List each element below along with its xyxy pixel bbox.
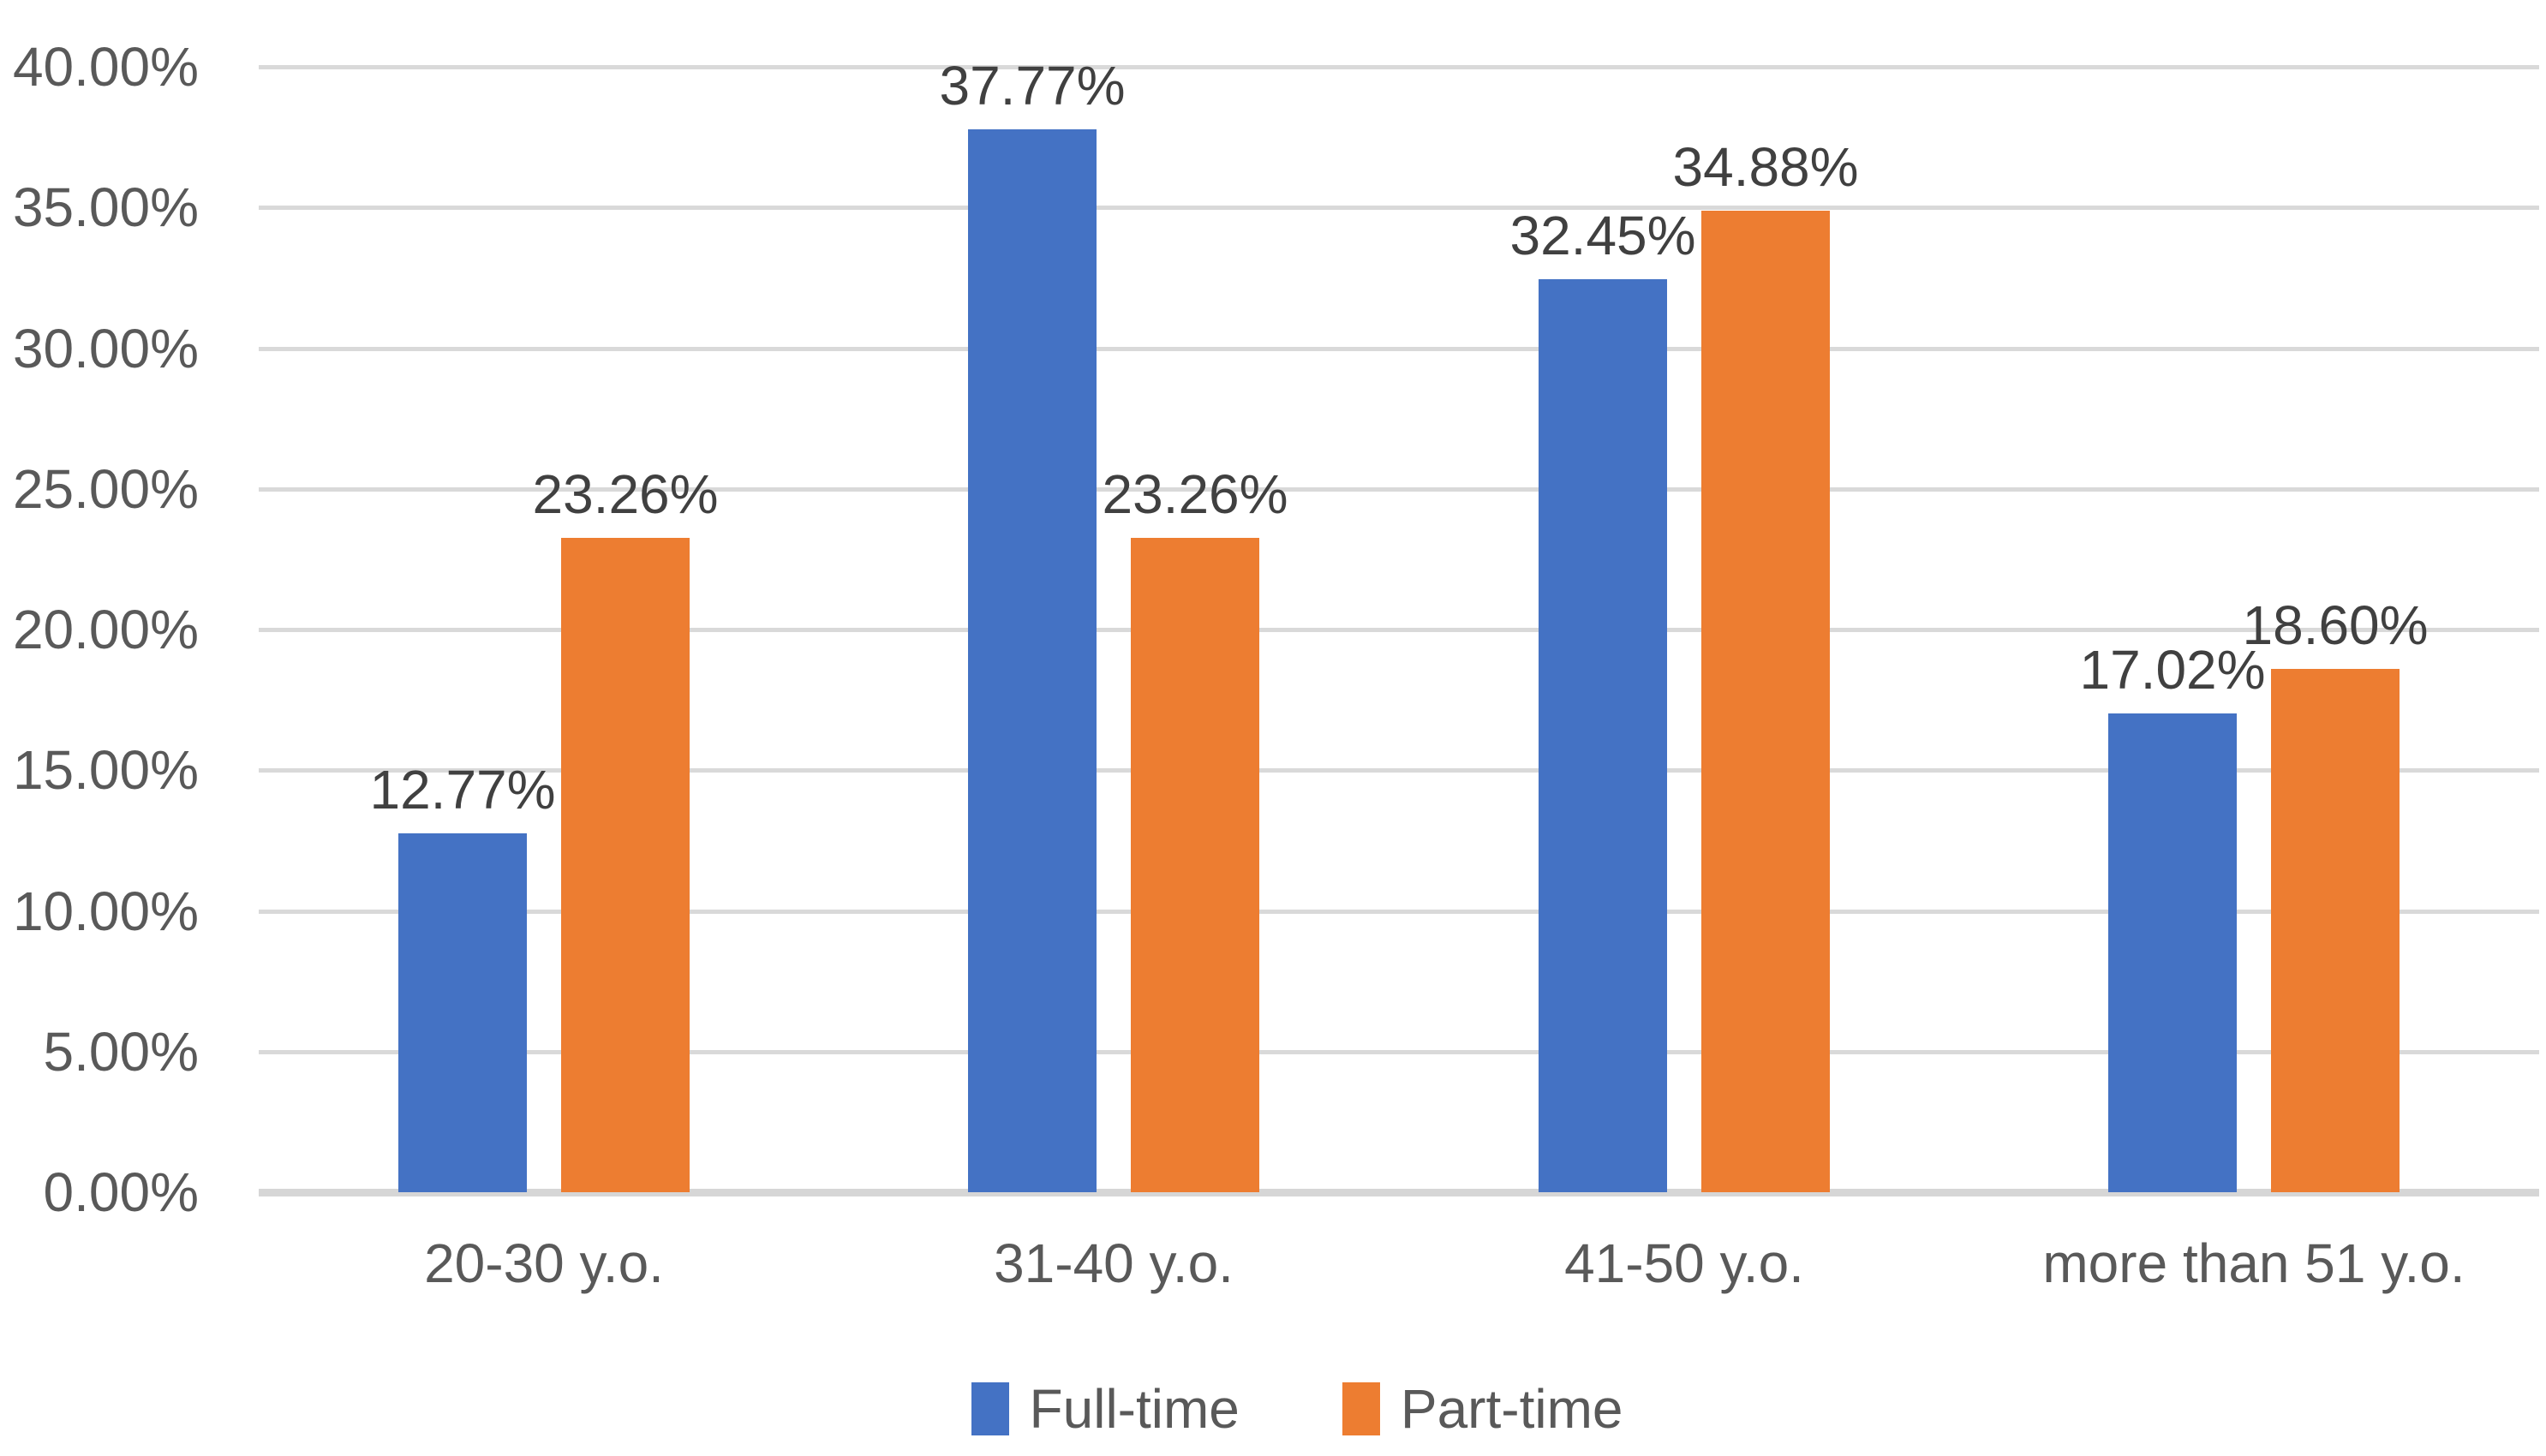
bar-part-time-2 [1701, 211, 1830, 1192]
gridline [259, 910, 2539, 914]
y-axis-tick-label: 15.00% [12, 739, 199, 801]
data-label-part-time-2: 34.88% [1672, 136, 1859, 198]
bar-full-time-0 [398, 833, 527, 1192]
bar-part-time-1 [1131, 538, 1259, 1192]
legend-label-part-time: Part-time [1400, 1378, 1623, 1440]
legend-entry-full-time: Full-time [971, 1377, 1240, 1441]
legend: Full-time Part-time [0, 1377, 2546, 1441]
data-label-full-time-0: 12.77% [369, 759, 556, 820]
bar-part-time-0 [561, 538, 690, 1192]
y-axis-tick-label: 30.00% [12, 318, 199, 379]
gridline [259, 206, 2539, 210]
data-label-part-time-0: 23.26% [532, 463, 719, 525]
y-axis-tick-label: 10.00% [12, 880, 199, 942]
y-axis-tick-label: 5.00% [43, 1021, 199, 1083]
x-axis-category-label: 41-50 y.o. [1564, 1232, 1804, 1294]
x-axis-category-label: 31-40 y.o. [994, 1232, 1234, 1294]
y-axis-tick-label: 35.00% [12, 176, 199, 238]
legend-swatch-icon-part-time [1342, 1382, 1380, 1435]
data-label-part-time-1: 23.26% [1102, 463, 1288, 525]
gridline [259, 487, 2539, 492]
gridline [259, 1050, 2539, 1054]
y-axis-tick-label: 0.00% [43, 1161, 199, 1223]
bar-full-time-3 [2108, 713, 2237, 1192]
gridline [259, 347, 2539, 351]
y-axis-tick-label: 40.00% [12, 36, 199, 98]
data-label-full-time-1: 37.77% [939, 55, 1126, 116]
gridline [259, 628, 2539, 632]
bar-part-time-3 [2271, 669, 2400, 1192]
y-axis-tick-label: 25.00% [12, 458, 199, 520]
y-axis-tick-label: 20.00% [12, 599, 199, 660]
legend-entry-part-time: Part-time [1342, 1377, 1623, 1441]
bar-full-time-2 [1539, 279, 1667, 1192]
x-axis-line [259, 1189, 2539, 1196]
x-axis-category-label: more than 51 y.o. [2042, 1232, 2465, 1294]
gridline [259, 768, 2539, 773]
bar-full-time-1 [968, 129, 1097, 1192]
legend-swatch-icon-full-time [971, 1382, 1009, 1435]
legend-label-full-time: Full-time [1029, 1378, 1240, 1440]
data-label-full-time-3: 17.02% [2079, 639, 2266, 701]
gridline [259, 65, 2539, 69]
data-label-full-time-2: 32.45% [1509, 205, 1696, 266]
data-label-part-time-3: 18.60% [2242, 594, 2429, 656]
x-axis-category-label: 20-30 y.o. [424, 1232, 664, 1294]
